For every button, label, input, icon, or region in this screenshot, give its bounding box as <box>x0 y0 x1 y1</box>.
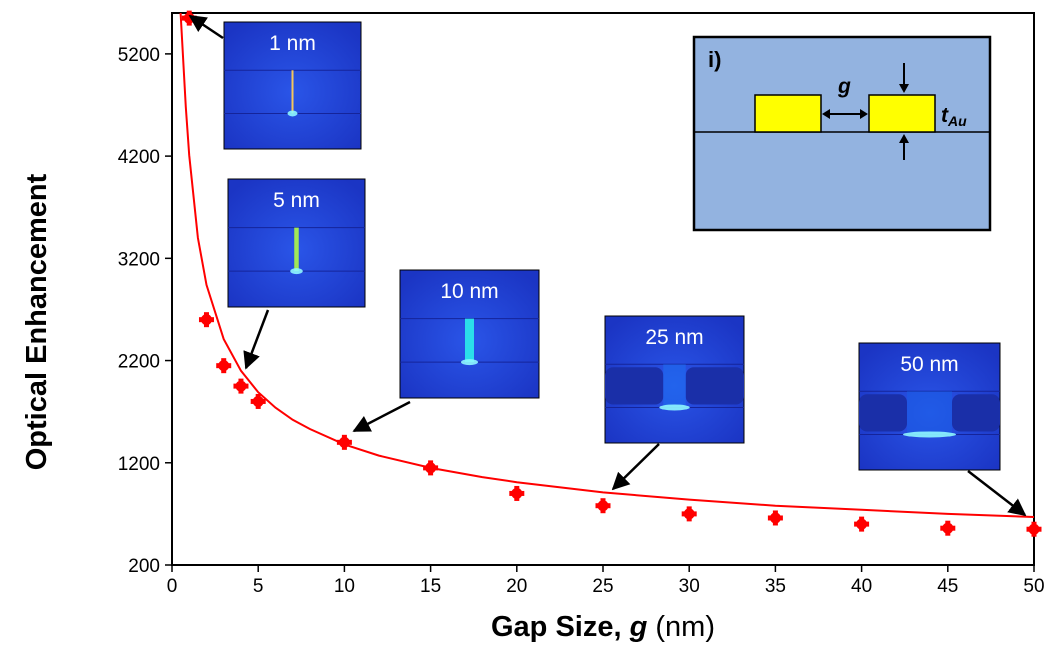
inset-10nm: 10 nm <box>399 269 540 399</box>
schematic-panel-label: i) <box>708 47 721 72</box>
y-axis-title: Optical Enhancement <box>21 173 53 470</box>
x-tick-label: 15 <box>420 576 441 597</box>
data-point <box>423 460 439 476</box>
data-point <box>767 510 783 526</box>
data-point <box>216 358 232 374</box>
gap-field-hotspot <box>465 318 474 363</box>
data-point <box>509 485 525 501</box>
data-point <box>940 520 956 536</box>
metal-block <box>605 367 664 405</box>
callout-arrows <box>188 14 1027 517</box>
inset-1nm: 1 nm <box>223 21 362 150</box>
inset-50nm: 50 nm <box>858 342 1001 471</box>
x-tick-label: 0 <box>167 576 178 597</box>
gap-edge-glow <box>461 359 478 366</box>
metal-block <box>859 394 907 432</box>
gap-field-hotspot <box>291 70 294 114</box>
x-axis-title: Gap Size, g (nm) <box>491 611 715 643</box>
data-point <box>681 506 697 522</box>
gold-pad-left <box>754 94 822 133</box>
y-tick-label: 5200 <box>118 45 160 66</box>
thickness-label: tAu <box>941 104 967 129</box>
data-point <box>198 312 214 328</box>
x-axis-title-unit: (nm) <box>647 611 715 643</box>
x-tick-label: 20 <box>506 576 527 597</box>
y-tick-label: 200 <box>128 556 160 577</box>
x-tick-label: 25 <box>592 576 613 597</box>
gap-label: g <box>837 75 851 98</box>
gap-arrow-head-right <box>860 109 868 119</box>
y-axis-ticks: 200 1200 2200 3200 4200 5200 <box>118 45 172 577</box>
arrow-50nm <box>967 470 1027 517</box>
y-tick-label: 4200 <box>118 147 160 168</box>
gap-field-hotspot <box>663 364 686 408</box>
data-point <box>595 498 611 514</box>
inset-label: 5 nm <box>273 189 320 212</box>
metal-block <box>685 367 744 405</box>
x-tick-label: 40 <box>851 576 872 597</box>
thickness-label-main: t <box>941 104 949 127</box>
inset-5nm: 5 nm <box>227 178 366 308</box>
data-point <box>854 516 870 532</box>
x-tick-label: 45 <box>937 576 958 597</box>
metal-block <box>952 394 1000 432</box>
gap-field-hotspot <box>294 227 299 272</box>
x-tick-label: 10 <box>334 576 355 597</box>
thickness-arrow-top-head <box>899 84 909 93</box>
inset-label: 1 nm <box>269 32 316 55</box>
gap-field-hotspot <box>907 391 952 435</box>
thickness-label-sub: Au <box>947 113 967 129</box>
arrow-1nm <box>188 14 224 40</box>
thickness-arrow-bottom-head <box>899 134 909 143</box>
data-point <box>336 434 352 450</box>
gap-edge-glow <box>659 404 690 411</box>
y-tick-label: 1200 <box>118 454 160 475</box>
x-tick-label: 50 <box>1023 576 1044 597</box>
data-point <box>233 378 249 394</box>
gap-arrow-head-left <box>822 109 830 119</box>
gap-edge-glow <box>903 431 956 438</box>
data-point <box>1026 521 1042 537</box>
arrow-5nm <box>243 309 270 370</box>
data-point <box>250 393 266 409</box>
schematic-background <box>692 35 992 232</box>
x-axis-ticks: 0 5 10 15 20 25 30 35 40 45 50 <box>167 565 1045 597</box>
schematic-inset: i) g tAu <box>692 35 992 232</box>
inset-label: 25 nm <box>645 326 703 349</box>
x-tick-label: 5 <box>253 576 264 597</box>
x-axis-title-main: Gap Size, <box>491 611 630 643</box>
x-axis-title-var: g <box>629 611 648 643</box>
inset-label: 50 nm <box>900 353 958 376</box>
y-tick-label: 2200 <box>118 352 160 373</box>
inset-label: 10 nm <box>440 280 498 303</box>
y-tick-label: 3200 <box>118 249 160 270</box>
inset-25nm: 25 nm <box>604 315 745 444</box>
gap-edge-glow <box>290 268 303 275</box>
x-tick-label: 35 <box>765 576 786 597</box>
arrow-25nm <box>611 443 660 491</box>
fit-curve <box>179 12 1035 518</box>
arrow-10nm <box>352 400 411 433</box>
gold-pad-right <box>868 94 936 133</box>
x-tick-label: 30 <box>679 576 700 597</box>
gap-edge-glow <box>287 110 298 117</box>
